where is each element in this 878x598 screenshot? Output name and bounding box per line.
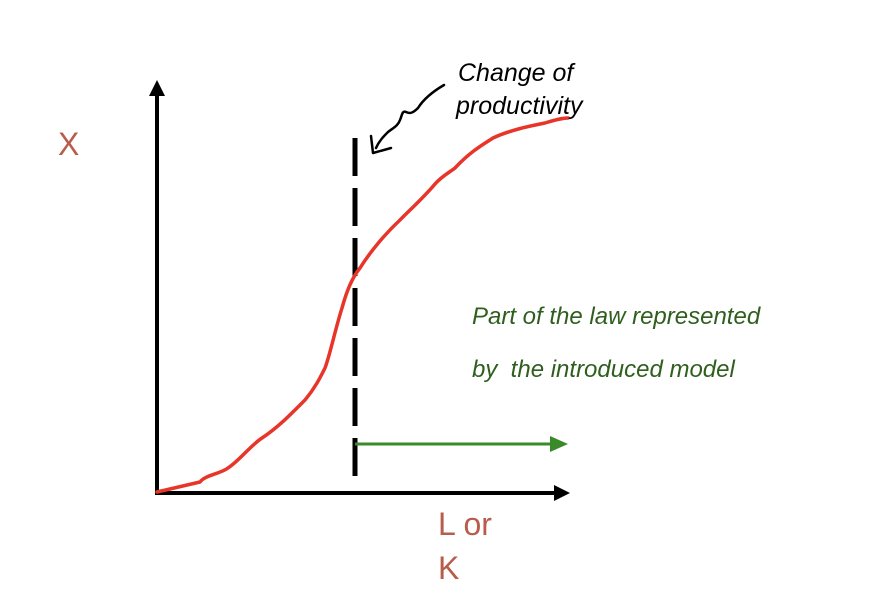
x-axis-label-line2: K — [438, 550, 460, 586]
x-axis-arrowhead — [554, 485, 570, 501]
x-axis-label-line1: L or — [438, 506, 492, 542]
change-of-productivity-label-line1: Change of — [458, 59, 574, 87]
annotation-arrow — [374, 83, 446, 150]
model-description-line2: by the introduced model — [472, 356, 735, 383]
annotation-arrowhead — [369, 134, 393, 155]
production-curve — [155, 116, 570, 494]
change-of-productivity-label-line2: productivity — [456, 92, 583, 120]
y-axis-label: X — [58, 126, 80, 162]
model-range-arrowhead — [550, 436, 568, 452]
model-description-line1: Part of the law represented — [472, 303, 761, 330]
y-axis-arrowhead — [149, 80, 165, 96]
